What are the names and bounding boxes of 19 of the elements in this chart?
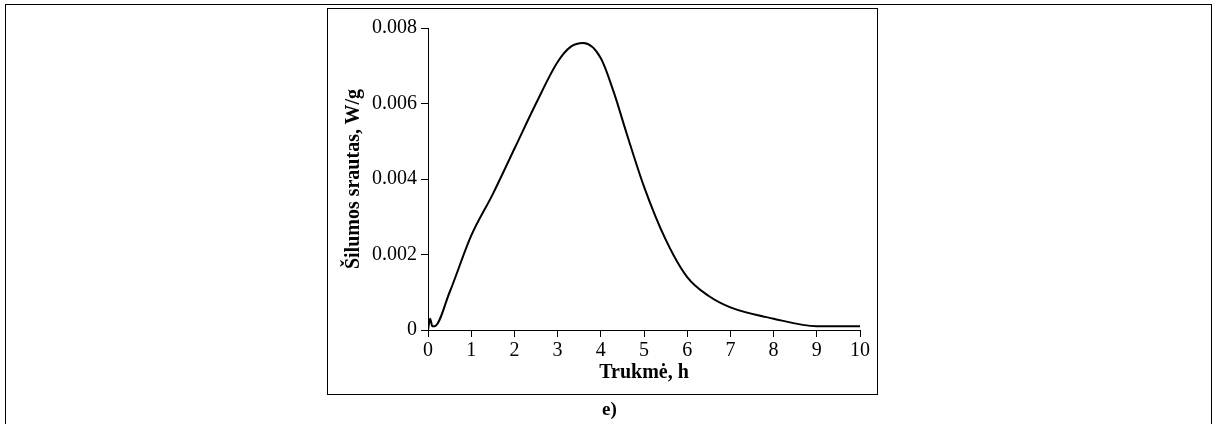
y-axis-title: Šilumos srautas, W/g	[340, 88, 365, 270]
x-tick-label: 9	[811, 338, 822, 361]
text: e)	[601, 398, 618, 420]
y-tick-label: 0.006	[372, 90, 417, 113]
x-tick-label: 1	[466, 338, 477, 361]
y-tick-label: 0.008	[372, 15, 417, 38]
x-tick-label: 8	[768, 338, 779, 361]
y-tick-label: 0	[407, 317, 417, 340]
x-tick-label: 6	[682, 338, 693, 361]
x-tick-label: 10	[850, 338, 870, 361]
x-tick-label: 7	[725, 338, 736, 361]
x-tick-label: 4	[595, 338, 606, 361]
x-tick-label: 5	[639, 338, 649, 361]
x-tick-label: 2	[509, 338, 520, 361]
y-tick-label: 0.004	[372, 166, 417, 189]
x-tick-label: 3	[552, 338, 563, 361]
x-tick-label: 0	[423, 338, 433, 361]
y-tick-label: 0.002	[372, 241, 417, 264]
x-axis-title: Trukmė, h	[599, 360, 689, 383]
